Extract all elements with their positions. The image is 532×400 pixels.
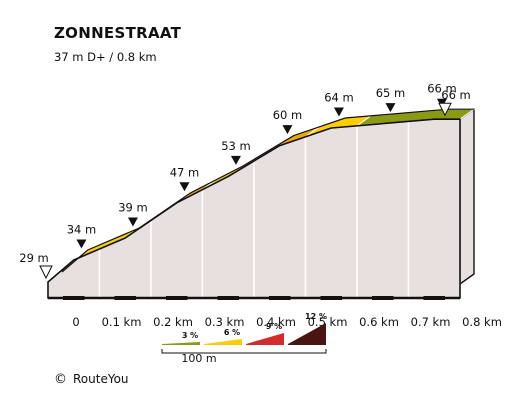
credit-label: RouteYou [73,372,129,386]
profile-face-7 [407,118,461,299]
profile-face-2 [150,188,204,299]
legend-label: 12 % [305,312,327,321]
x-axis-mark [423,296,445,300]
elevation-label: 47 m [170,165,200,179]
elevation-label: 64 m [324,91,354,105]
x-tick-label: 0 [72,315,79,329]
elevation-label: 66 m [441,88,471,102]
profile-face-4 [253,135,307,299]
profile-face-6 [356,120,410,299]
elevation-label: 34 m [67,223,97,237]
marker-arrow [76,239,87,249]
legend-swatch [246,333,284,345]
profile-end-face [459,107,475,286]
credit: © RouteYou [54,372,129,387]
chart-subtitle: 37 m D+ / 0.8 km [54,50,157,64]
elevation-label: 60 m [273,108,303,122]
x-tick-label: 0.5 km [308,315,348,329]
x-axis-mark [217,296,239,300]
marker-end [438,102,452,117]
copyright-icon: © [54,372,67,387]
marker-arrow [282,125,293,135]
x-axis-mark [63,296,85,300]
legend-label: 9 % [266,322,282,331]
legend-label: 6 % [224,328,240,337]
x-axis-mark [114,296,136,300]
profile-face-5 [304,124,358,299]
legend-swatch [162,342,200,345]
x-axis-mark [269,296,291,300]
scale-bar [161,349,327,354]
elevation-label: 66 m [427,82,457,96]
marker-arrow [385,103,396,113]
x-tick-label: 0.7 km [411,315,451,329]
profile-face-1 [98,218,152,299]
x-tick-label: 0.6 km [359,315,399,329]
x-tick-label: 0.3 km [205,315,245,329]
x-tick-label: 0.8 km [462,315,502,329]
elevation-label: 29 m [19,251,49,265]
profile-face-3 [201,159,255,299]
elevation-label: 39 m [118,201,148,215]
marker-arrow [230,155,241,165]
legend-swatch [288,323,326,345]
profile-face-0 [47,247,101,299]
x-axis-mark [166,296,188,300]
scale-bar-label: 100 m [181,352,216,365]
marker-arrow [179,182,190,192]
elevation-label: 65 m [376,86,406,100]
x-tick-label: 0.4 km [256,315,296,329]
x-axis-mark [320,296,342,300]
chart-title: ZONNESTRAAT [54,24,182,42]
marker-arrow [333,107,344,117]
elevation-label: 53 m [221,139,251,153]
x-tick-label: 0.2 km [153,315,193,329]
profile-back-edge [61,108,474,273]
marker-arrow [127,217,138,227]
legend-swatch [204,339,242,345]
legend-label: 3 % [182,331,198,340]
marker-start [39,265,53,280]
x-tick-label: 0.1 km [102,315,142,329]
x-axis-mark [372,296,394,300]
